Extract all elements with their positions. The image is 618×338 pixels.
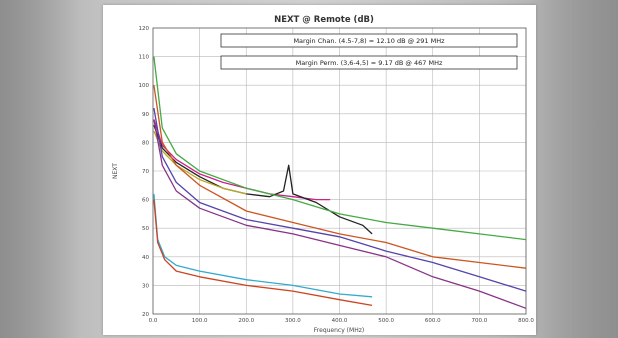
series-line-5 bbox=[153, 85, 527, 269]
series-line-6 bbox=[153, 107, 527, 292]
annotation-text-1: Margin Chan. (4.5-7,8) = 12.10 dB @ 291 … bbox=[293, 37, 445, 45]
x-tick-label: 500.0 bbox=[378, 318, 394, 324]
y-tick-label: 90 bbox=[142, 112, 149, 118]
y-tick-label: 120 bbox=[139, 26, 150, 32]
series-line-2 bbox=[153, 124, 373, 235]
y-tick-label: 30 bbox=[142, 283, 149, 289]
y-tick-label: 40 bbox=[142, 255, 149, 261]
background-shade-right bbox=[528, 0, 618, 338]
chart-title: NEXT @ Remote (dB) bbox=[274, 15, 374, 25]
plot-frame bbox=[152, 27, 527, 315]
axis-ticks: 0.0 100.0 200.0 300.0 400.0 500.0 600.0 700.0 80… bbox=[139, 26, 535, 324]
y-tick-label: 60 bbox=[142, 198, 149, 204]
series-line-7 bbox=[153, 119, 527, 309]
annotation-box-2: Margin Perm. (3,6-4,5) = 9.17 dB @ 467 M… bbox=[220, 55, 518, 70]
series-line-8 bbox=[153, 193, 373, 298]
series-line-1 bbox=[153, 119, 331, 201]
annotation-text-2: Margin Perm. (3,6-4,5) = 9.17 dB @ 467 M… bbox=[296, 59, 443, 67]
y-tick-label: 80 bbox=[142, 140, 149, 146]
x-tick-label: 300.0 bbox=[285, 318, 301, 324]
background-shade-left bbox=[0, 0, 80, 338]
x-tick-label: 400.0 bbox=[332, 318, 348, 324]
x-axis-label: Frequency (MHz) bbox=[314, 327, 364, 334]
series-line-9 bbox=[153, 199, 373, 307]
x-tick-label: 800.0 bbox=[518, 318, 534, 324]
y-tick-label: 110 bbox=[139, 55, 150, 61]
annotation-box-1: Margin Chan. (4.5-7,8) = 12.10 dB @ 291 … bbox=[220, 33, 518, 48]
x-tick-label: 700.0 bbox=[472, 318, 488, 324]
y-axis-label: NEXT bbox=[112, 163, 119, 179]
series-line-4 bbox=[153, 56, 527, 241]
grid-lines bbox=[153, 28, 526, 314]
y-tick-label: 20 bbox=[142, 312, 149, 318]
y-tick-label: 70 bbox=[142, 169, 149, 175]
x-tick-label: 200.0 bbox=[238, 318, 254, 324]
data-series bbox=[153, 56, 527, 309]
chart-card: NEXT @ Remote (dB) 0.0 100.0 200.0 300.0 400… bbox=[103, 5, 536, 335]
y-tick-label: 100 bbox=[139, 83, 150, 89]
x-tick-label: 600.0 bbox=[425, 318, 441, 324]
y-tick-label: 50 bbox=[142, 226, 149, 232]
x-tick-label: 0.0 bbox=[149, 318, 158, 324]
x-tick-label: 100.0 bbox=[192, 318, 208, 324]
next-chart: NEXT @ Remote (dB) 0.0 100.0 200.0 300.0 400… bbox=[112, 15, 535, 334]
